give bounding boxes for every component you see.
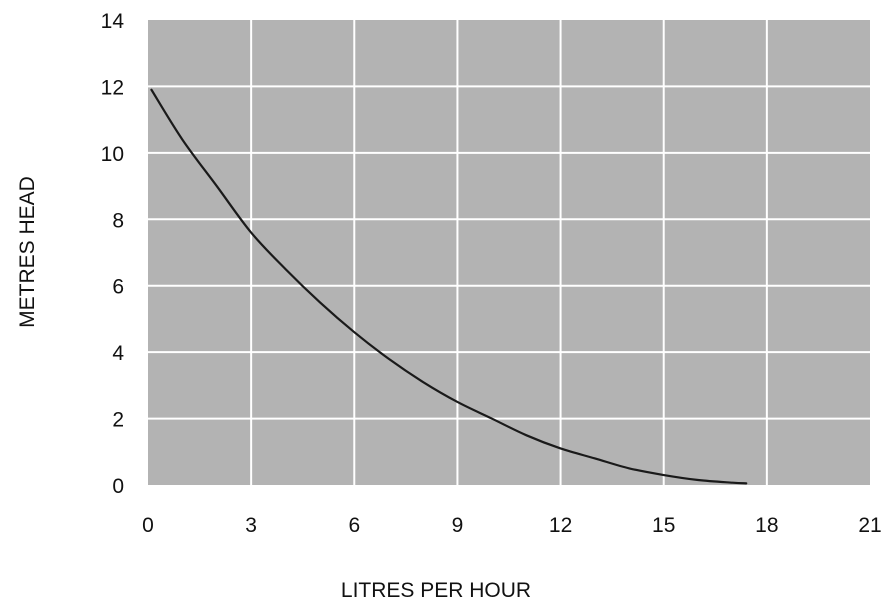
x-tick-label: 0 (142, 514, 154, 537)
x-tick-label: 12 (549, 514, 572, 537)
y-tick-label: 8 (112, 209, 124, 232)
x-axis-title: LITRES PER HOUR (341, 579, 531, 602)
x-tick-labels: 0 3 6 9 12 15 18 21 (142, 514, 882, 537)
x-tick-label: 6 (348, 514, 360, 537)
x-tick-label: 18 (755, 514, 778, 537)
series-group (150, 88, 748, 485)
y-tick-label: 14 (101, 10, 125, 33)
y-tick-label: 4 (112, 342, 124, 365)
plot-background (148, 20, 870, 485)
grid (148, 20, 870, 485)
y-axis-title: METRES HEAD (16, 176, 39, 328)
y-tick-label: 12 (101, 76, 124, 99)
y-tick-label: 10 (101, 143, 124, 166)
y-tick-label: 0 (112, 475, 124, 498)
x-tick-label: 9 (452, 514, 464, 537)
x-tick-label: 21 (858, 514, 881, 537)
x-tick-label: 3 (245, 514, 257, 537)
head-flow-curve (150, 88, 748, 485)
y-tick-label: 2 (112, 409, 124, 432)
y-tick-label: 6 (112, 276, 124, 299)
x-tick-label: 15 (652, 514, 675, 537)
y-tick-labels: 0 2 4 6 8 10 12 14 (101, 10, 125, 498)
